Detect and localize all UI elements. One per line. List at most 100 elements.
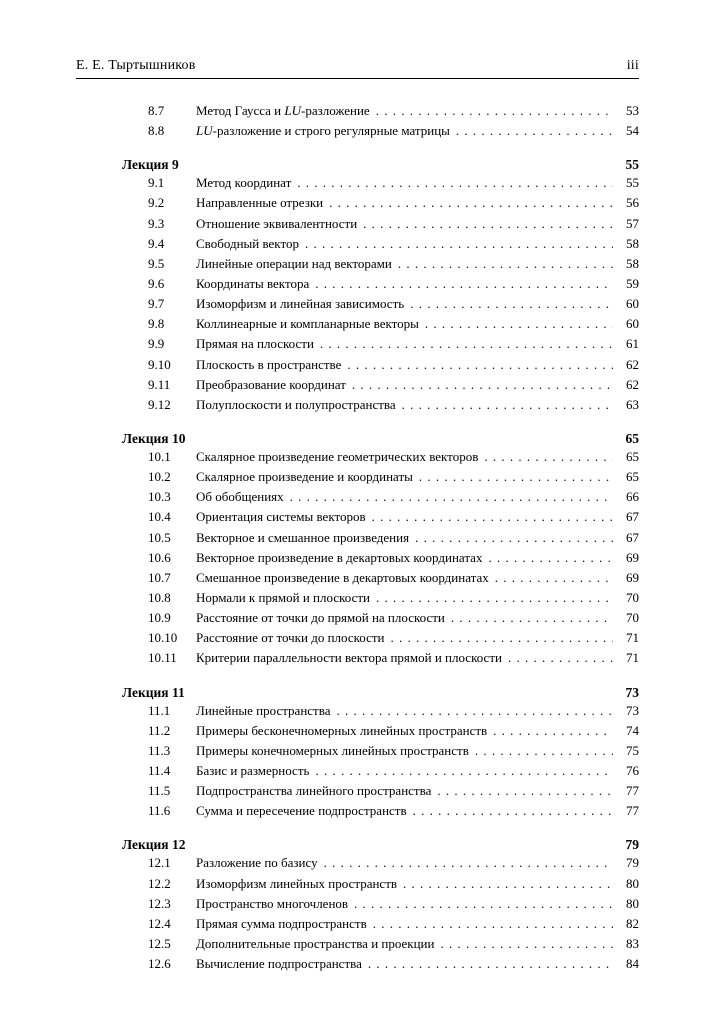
entry-title: Изоморфизм и линейная зависимость (196, 294, 404, 314)
toc-entry: 9.9Прямая на плоскости . . . . . . . . .… (148, 334, 639, 354)
entry-title: Дополнительные пространства и проекции (196, 934, 434, 954)
section-page: 55 (613, 157, 639, 173)
entry-title: Скалярное произведение и координаты (196, 467, 413, 487)
toc-entry: 8.8LU-разложение и строго регулярные мат… (148, 121, 639, 141)
entry-page: 65 (613, 467, 639, 487)
entry-title: Нормали к прямой и плоскости (196, 588, 370, 608)
entry-leader-dots: . . . . . . . . . . . . . . . . . . . . … (489, 568, 613, 588)
entry-number: 8.7 (148, 101, 196, 121)
toc-entry: 9.3Отношение эквивалентности . . . . . .… (148, 214, 639, 234)
entry-title: Примеры бесконечномерных линейных простр… (196, 721, 487, 741)
entry-page: 60 (613, 294, 639, 314)
entry-leader-dots: . . . . . . . . . . . . . . . . . . . . … (396, 395, 613, 415)
entry-leader-dots: . . . . . . . . . . . . . . . . . . . . … (309, 274, 613, 294)
toc-entry: 8.7Метод Гаусса и LU-разложение . . . . … (148, 101, 639, 121)
entry-number: 11.4 (148, 761, 196, 781)
section-title: Лекция 11 (122, 685, 185, 701)
toc-section: Лекция 11 7311.1Линейные пространства . .… (122, 685, 639, 822)
entry-title: Расстояние от точки до прямой на плоскос… (196, 608, 445, 628)
toc-entry: 11.1Линейные пространства . . . . . . . … (148, 701, 639, 721)
toc-entry: 9.2Направленные отрезки . . . . . . . . … (148, 193, 639, 213)
entry-page: 79 (613, 853, 639, 873)
entry-leader-dots: . . . . . . . . . . . . . . . . . . . . … (323, 193, 613, 213)
entry-page: 54 (613, 121, 639, 141)
table-of-contents: 8.7Метод Гаусса и LU-разложение . . . . … (76, 101, 639, 974)
entry-page: 84 (613, 954, 639, 974)
toc-entry: 10.3Об обобщениях . . . . . . . . . . . … (148, 487, 639, 507)
entry-title: Пространство многочленов (196, 894, 348, 914)
running-header: Е. Е. Тыртышников iii (76, 58, 639, 74)
entry-page: 62 (613, 355, 639, 375)
toc-entry: 10.10Расстояние от точки до плоскости . … (148, 628, 639, 648)
entry-page: 63 (613, 395, 639, 415)
entry-title: Критерии параллельности вектора прямой и… (196, 648, 502, 668)
entry-number: 10.8 (148, 588, 196, 608)
entry-page: 75 (613, 741, 639, 761)
entry-leader-dots: . . . . . . . . . . . . . . . . . . . . … (445, 608, 613, 628)
toc-entry: 11.3Примеры конечномерных линейных прост… (148, 741, 639, 761)
header-rule (76, 78, 639, 79)
entry-number: 10.6 (148, 548, 196, 568)
entry-leader-dots: . . . . . . . . . . . . . . . . . . . . … (397, 874, 613, 894)
entry-leader-dots: . . . . . . . . . . . . . . . . . . . . … (450, 121, 613, 141)
entry-page: 80 (613, 874, 639, 894)
toc-entry: 10.8Нормали к прямой и плоскости . . . .… (148, 588, 639, 608)
entry-number: 12.2 (148, 874, 196, 894)
entry-title: Преобразование координат (196, 375, 346, 395)
entry-leader-dots: . . . . . . . . . . . . . . . . . . . . … (370, 101, 613, 121)
toc-entry: 10.5Векторное и смешанное произведения .… (148, 528, 639, 548)
entry-page: 69 (613, 548, 639, 568)
entry-leader-dots: . . . . . . . . . . . . . . . . . . . . … (291, 173, 613, 193)
toc-entry: 12.1Разложение по базису . . . . . . . .… (148, 853, 639, 873)
entry-title: Векторное произведение в декартовых коор… (196, 548, 482, 568)
entry-number: 12.1 (148, 853, 196, 873)
entry-title: Векторное и смешанное произведения (196, 528, 409, 548)
entry-page: 67 (613, 528, 639, 548)
entry-leader-dots: . . . . . . . . . . . . . . . . . . . . … (502, 648, 613, 668)
entry-page: 61 (613, 334, 639, 354)
entry-leader-dots: . . . . . . . . . . . . . . . . . . . . … (341, 355, 613, 375)
entry-title: Расстояние от точки до плоскости (196, 628, 385, 648)
entry-number: 9.9 (148, 334, 196, 354)
toc-section: Лекция 106510.1Скалярное произведение ге… (122, 431, 639, 669)
entry-leader-dots: . . . . . . . . . . . . . . . . . . . . … (413, 467, 613, 487)
entry-number: 9.5 (148, 254, 196, 274)
entry-title: Метод координат (196, 173, 291, 193)
entry-number: 9.6 (148, 274, 196, 294)
entry-title: LU-разложение и строго регулярные матриц… (196, 121, 450, 141)
entry-page: 71 (613, 648, 639, 668)
entry-number: 10.1 (148, 447, 196, 467)
entry-title: Сумма и пересечение подпространств (196, 801, 407, 821)
entry-title: Полуплоскости и полупространства (196, 395, 396, 415)
entry-number: 11.6 (148, 801, 196, 821)
entry-page: 70 (613, 588, 639, 608)
entry-number: 10.5 (148, 528, 196, 548)
entry-page: 58 (613, 254, 639, 274)
entry-page: 58 (613, 234, 639, 254)
entry-number: 9.11 (148, 375, 196, 395)
entry-number: 12.3 (148, 894, 196, 914)
entry-page: 71 (613, 628, 639, 648)
toc-entry: 11.4Базис и размерность . . . . . . . . … (148, 761, 639, 781)
header-author: Е. Е. Тыртышников (76, 58, 196, 74)
entry-leader-dots: . . . . . . . . . . . . . . . . . . . . … (309, 761, 613, 781)
section-title: Лекция 12 (122, 837, 185, 853)
entry-page: 57 (613, 214, 639, 234)
entry-page: 67 (613, 507, 639, 527)
section-page: 73 (613, 685, 639, 701)
toc-entry: 12.3Пространство многочленов . . . . . .… (148, 894, 639, 914)
section-entries: 9.1Метод координат . . . . . . . . . . .… (122, 173, 639, 415)
entry-leader-dots: . . . . . . . . . . . . . . . . . . . . … (431, 781, 613, 801)
entry-page: 77 (613, 801, 639, 821)
entry-title: Скалярное произведение геометрических ве… (196, 447, 478, 467)
entry-number: 12.5 (148, 934, 196, 954)
entry-page: 77 (613, 781, 639, 801)
entry-leader-dots: . . . . . . . . . . . . . . . . . . . . … (487, 721, 613, 741)
toc-entry: 9.6Координаты вектора . . . . . . . . . … (148, 274, 639, 294)
section-heading: Лекция 1065 (122, 431, 639, 447)
entry-leader-dots: . . . . . . . . . . . . . . . . . . . . … (478, 447, 613, 467)
entry-title: Изоморфизм линейных пространств (196, 874, 397, 894)
entry-leader-dots: . . . . . . . . . . . . . . . . . . . . … (409, 528, 613, 548)
toc-entry: 11.2Примеры бесконечномерных линейных пр… (148, 721, 639, 741)
entry-number: 9.12 (148, 395, 196, 415)
